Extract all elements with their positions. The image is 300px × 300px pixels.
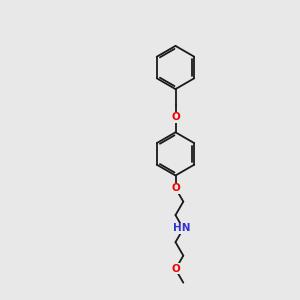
Text: O: O (171, 264, 180, 274)
Text: HN: HN (173, 223, 190, 233)
Text: O: O (171, 183, 180, 193)
Text: O: O (171, 112, 180, 122)
